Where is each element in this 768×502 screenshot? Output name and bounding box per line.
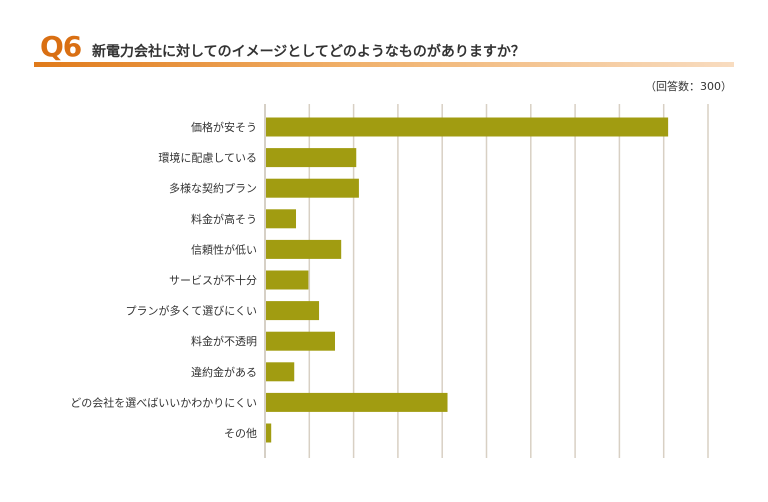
bar [266,301,320,321]
category-label: 価格が安そう [191,120,257,134]
category-label: 信頼性が低い [191,242,257,256]
bar [266,148,357,168]
grid-lines [264,104,709,458]
question-text: 新電力会社に対してのイメージとしてどのようなものがありますか？ [92,44,525,60]
bar [266,270,309,290]
bar [266,362,295,382]
category-label: サービスが不十分 [169,273,257,287]
category-label: 違約金がある [191,365,257,379]
bar [266,178,359,198]
bar [266,239,342,259]
category-labels: 価格が安そう環境に配慮している多様な契約プラン料金が高そう信頼性が低いサービスが… [70,120,257,440]
category-label: どの会社を選べばいいかわかりにくい [70,395,257,409]
category-label: 多様な契約プラン [169,181,257,195]
bar [266,331,335,351]
header-underline [34,62,734,67]
question-number: Q6 [40,30,82,63]
category-label: プランが多くて選びにくい [126,304,257,318]
bar [266,423,272,443]
bar [266,209,297,229]
category-label: その他 [224,427,257,440]
bars [266,117,669,443]
category-label: 環境に配慮している [158,151,257,165]
category-label: 料金が高そう [191,212,257,226]
category-label: 料金が不透明 [191,334,257,348]
bar [266,117,669,137]
question-header: Q6 新電力会社に対してのイメージとしてどのようなものがありますか？ [34,30,734,70]
bar [266,392,448,412]
respondent-count: （回答数：300） [645,80,732,93]
